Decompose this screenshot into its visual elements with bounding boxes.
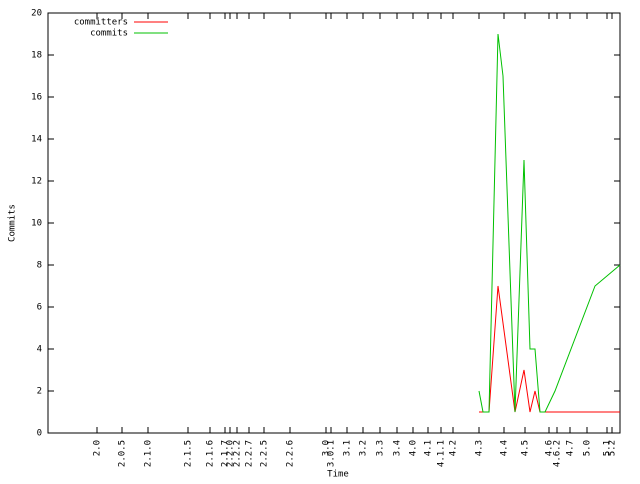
- y-axis-label: Commits: [8, 204, 18, 242]
- legend-label: commits: [90, 29, 128, 39]
- x-tick-label: 2.2.7: [245, 440, 255, 467]
- y-tick-label: 14: [31, 135, 42, 145]
- x-tick-label: 4.6: [545, 440, 555, 456]
- x-tick-label: 2.0.5: [118, 440, 128, 467]
- y-tick-label: 20: [31, 9, 42, 19]
- y-tick-label: 6: [37, 303, 42, 313]
- y-tick-label: 16: [31, 93, 42, 103]
- x-tick-label: 4.5: [521, 440, 531, 456]
- x-tick-label: 2.1.0: [144, 440, 154, 467]
- x-tick-label: 3.4: [393, 440, 403, 456]
- x-tick-label: 4.4: [500, 440, 510, 456]
- x-tick-label: 3.3: [376, 440, 386, 456]
- x-tick-label: 4.1: [424, 440, 434, 456]
- x-tick-label: 4.2: [449, 440, 459, 456]
- x-tick-label: 2.1.5: [184, 440, 194, 467]
- x-tick-label: 2.1.6: [206, 440, 216, 467]
- y-tick-label: 4: [37, 345, 42, 355]
- x-tick-label: 5.2: [608, 440, 618, 456]
- x-tick-label: 2.0: [93, 440, 103, 456]
- x-tick-label: 4.3: [475, 440, 485, 456]
- plot-frame: [47, 12, 621, 434]
- legend-label: committers: [74, 18, 128, 28]
- x-tick-label: 3.1: [343, 440, 353, 456]
- x-tick-label: 3.0.1: [327, 440, 337, 467]
- x-tick-label: 4.7: [566, 440, 576, 456]
- x-tick-label: 2.2.0: [226, 440, 236, 467]
- y-tick-label: 18: [31, 51, 42, 61]
- y-tick-label: 8: [37, 261, 42, 271]
- y-tick-label: 0: [37, 429, 42, 439]
- x-tick-label: 2.2.6: [286, 440, 296, 467]
- x-tick-label: 4.1.1: [437, 440, 447, 467]
- x-axis-label: Time: [327, 470, 349, 480]
- y-tick-label: 10: [31, 219, 42, 229]
- x-tick-label: 3.0: [322, 440, 332, 456]
- x-tick-label: 4.6.2: [553, 440, 563, 467]
- x-tick-label: 3.2: [359, 440, 369, 456]
- x-tick-label: 5.1: [603, 440, 613, 456]
- x-tick-label: 2.1.7: [221, 440, 231, 467]
- y-tick-label: 2: [37, 387, 42, 397]
- series-line: [478, 33, 621, 413]
- x-tick-label: 5.0: [583, 440, 593, 456]
- x-tick-label: 4.0: [409, 440, 419, 456]
- series-line: [479, 285, 620, 413]
- x-tick-label: 2.2.2: [233, 440, 243, 467]
- x-tick-label: 2.2.5: [260, 440, 270, 467]
- y-tick-label: 12: [31, 177, 42, 187]
